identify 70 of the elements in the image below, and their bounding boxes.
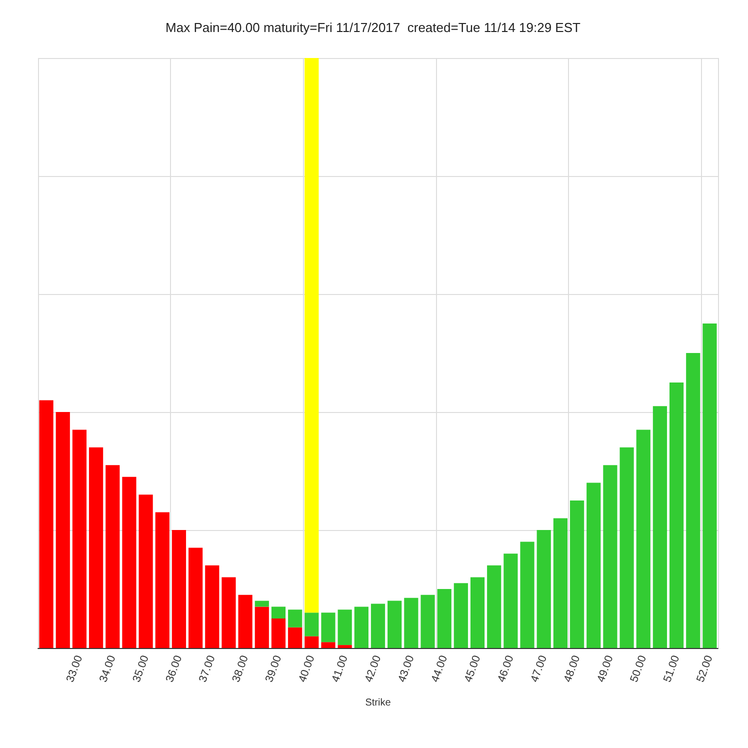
x-tick-label: 38.00 — [230, 654, 251, 684]
bar — [304, 636, 319, 648]
bar — [254, 606, 269, 648]
bar — [222, 577, 236, 648]
bar — [603, 465, 618, 648]
x-tick-label: 41.00 — [330, 654, 350, 684]
bar — [504, 554, 518, 648]
x-tick-label: 47.00 — [528, 654, 550, 684]
bar — [338, 645, 352, 648]
bar — [238, 594, 252, 648]
bar — [404, 598, 418, 648]
bar — [304, 58, 319, 613]
bar — [354, 606, 368, 648]
bar — [370, 604, 386, 648]
bar — [669, 382, 684, 648]
bar — [172, 530, 186, 648]
bar — [188, 548, 203, 648]
x-tick-label: 36.00 — [164, 654, 185, 684]
bar — [122, 476, 136, 648]
x-tick-label: 44.00 — [429, 654, 450, 684]
x-tick-label: 34.00 — [98, 654, 118, 684]
x-tick-label: 51.00 — [661, 654, 682, 684]
bar — [470, 577, 485, 648]
bar — [553, 518, 568, 648]
x-tick-label: 42.00 — [362, 654, 384, 684]
bar — [338, 610, 352, 646]
bar — [72, 430, 87, 648]
bar — [321, 642, 336, 648]
x-tick-label: 43.00 — [396, 654, 417, 684]
bar — [652, 406, 667, 648]
bar — [388, 600, 402, 648]
bar — [454, 583, 468, 648]
x-tick-label: 35.00 — [130, 654, 152, 684]
bar — [288, 627, 302, 648]
bar — [321, 612, 336, 642]
chart-title: Max Pain=40.00 maturity=Fri 11/17/2017 created=Tue 11/14 19:29 EST — [166, 20, 581, 35]
bar — [106, 465, 120, 648]
x-tick-label: 50.00 — [628, 654, 650, 684]
x-tick-label: 45.00 — [462, 654, 484, 684]
bar — [570, 500, 584, 648]
x-tick-label: 48.00 — [562, 654, 583, 684]
bar — [288, 610, 302, 628]
x-tick-label: 46.00 — [496, 654, 516, 684]
x-tick-label: 40.00 — [296, 654, 318, 684]
x-tick-label: 37.00 — [197, 654, 218, 684]
bar — [271, 606, 286, 618]
bar — [636, 430, 650, 648]
x-tick-label: 39.00 — [263, 654, 284, 684]
bar — [271, 618, 286, 648]
x-tick-label: 52.00 — [694, 654, 716, 684]
bar — [39, 400, 54, 648]
bar — [138, 494, 153, 648]
bar — [520, 542, 534, 648]
bar — [686, 353, 700, 648]
bar — [702, 324, 717, 648]
bar — [155, 512, 170, 648]
x-tick-label: 33.00 — [64, 654, 86, 684]
bar — [420, 594, 435, 648]
bar — [620, 447, 634, 648]
bar — [205, 565, 220, 648]
bar — [437, 589, 452, 648]
bar — [304, 612, 319, 636]
x-tick-label: 49.00 — [595, 654, 616, 684]
bar — [89, 447, 104, 648]
bar — [254, 600, 269, 607]
bar — [586, 482, 601, 648]
bar — [487, 565, 502, 648]
bar — [56, 412, 70, 648]
bar — [536, 530, 551, 648]
x-axis-title: Strike — [365, 698, 392, 708]
